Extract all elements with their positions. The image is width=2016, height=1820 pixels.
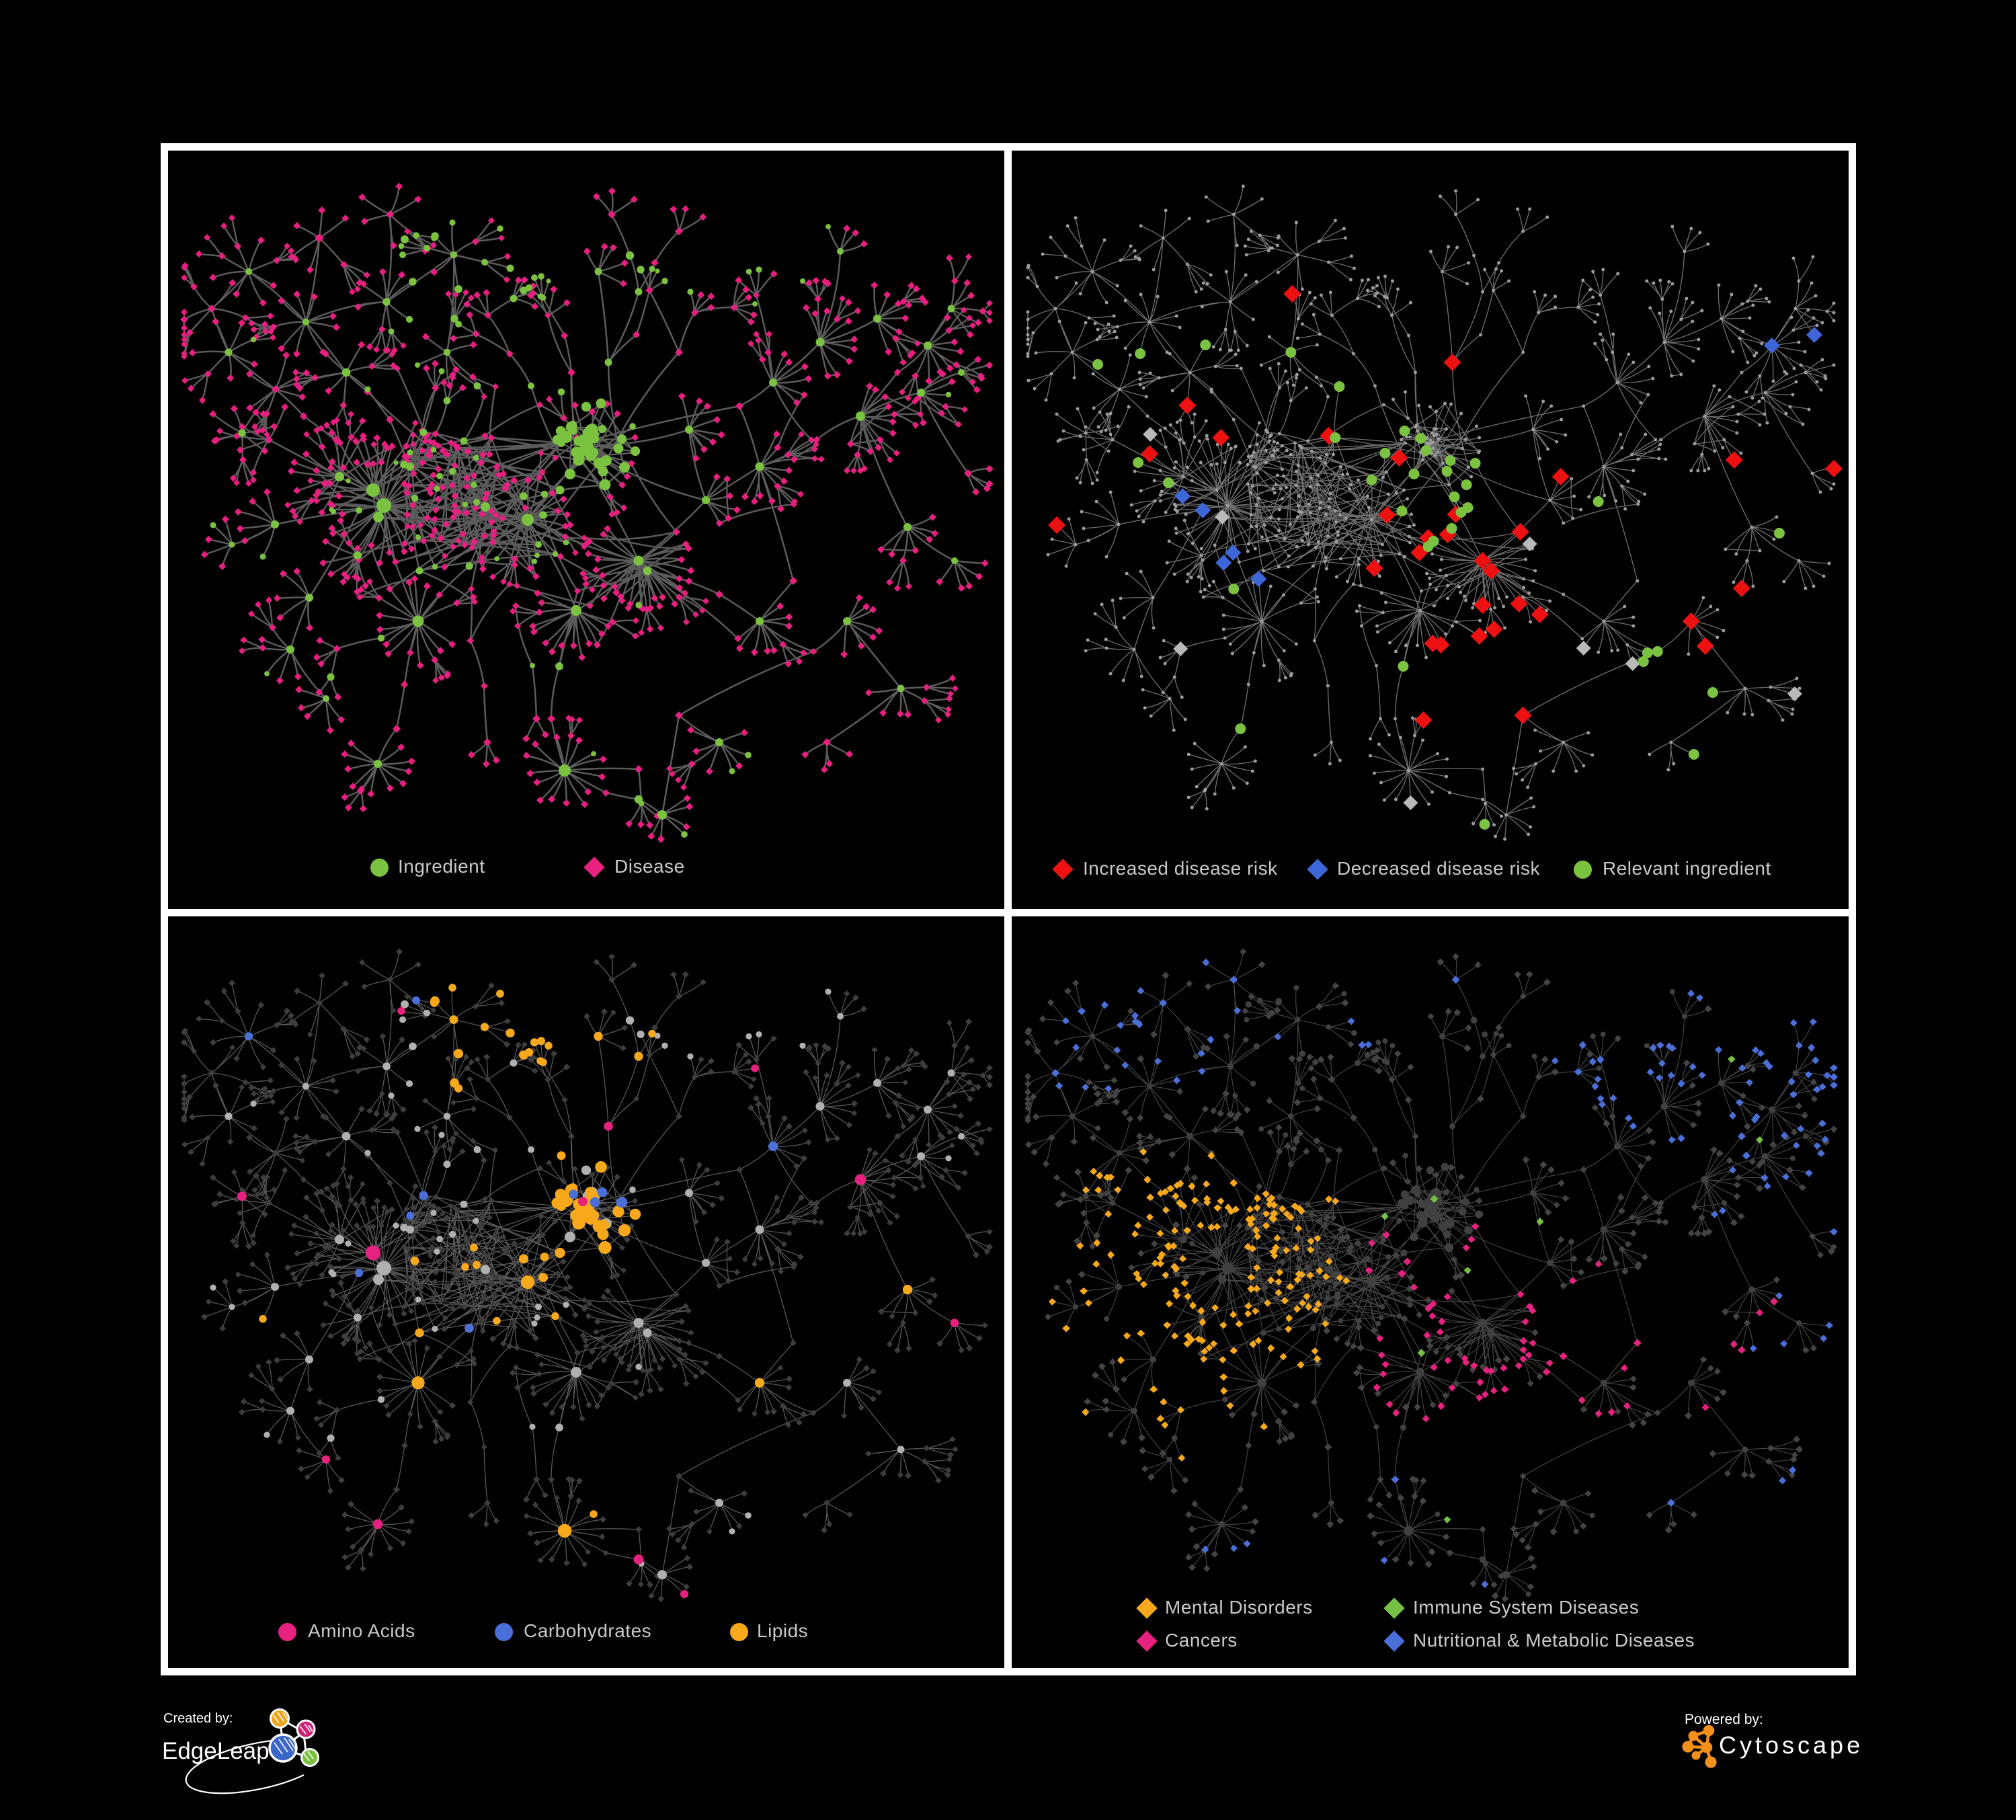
svg-text:Cytoscape: Cytoscape bbox=[1719, 1731, 1863, 1759]
svg-text:EdgeLeap: EdgeLeap bbox=[162, 1738, 270, 1764]
svg-text:Created by:: Created by: bbox=[163, 1711, 233, 1726]
svg-text:Powered by:: Powered by: bbox=[1685, 1712, 1763, 1727]
